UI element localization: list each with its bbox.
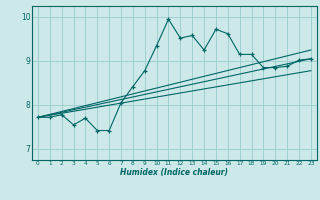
X-axis label: Humidex (Indice chaleur): Humidex (Indice chaleur) <box>120 168 228 177</box>
